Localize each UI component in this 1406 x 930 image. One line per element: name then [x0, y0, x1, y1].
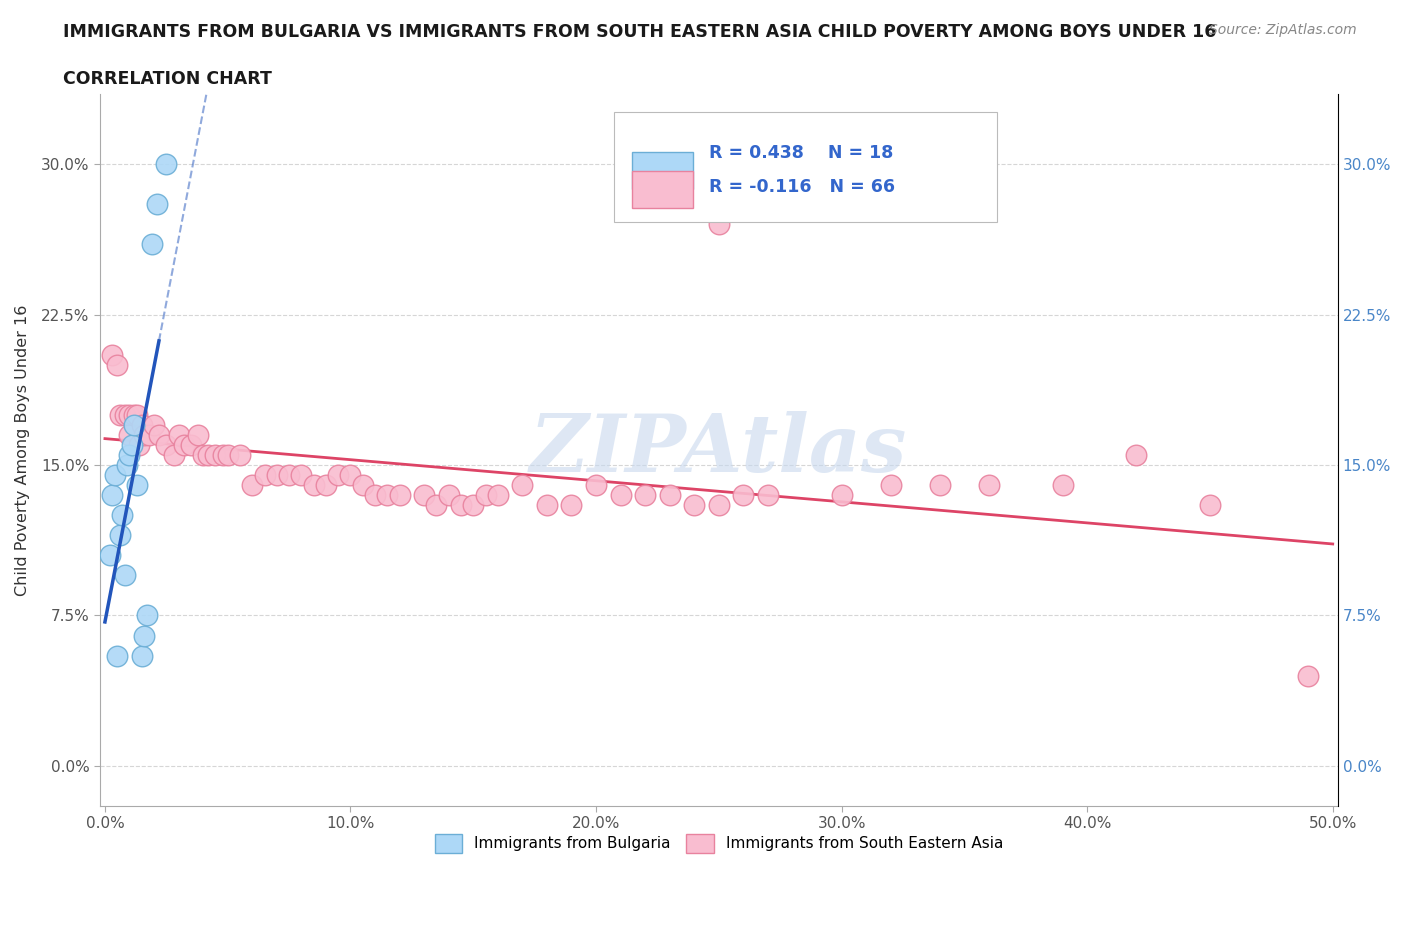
Point: [658, 487, 681, 502]
Text: ZIPAtlas: ZIPAtlas: [530, 411, 907, 489]
Point: [352, 478, 374, 493]
Point: [977, 478, 1000, 493]
Point: [486, 487, 509, 502]
Point: [114, 568, 136, 583]
Point: [1199, 498, 1222, 512]
Point: [928, 478, 950, 493]
Point: [108, 407, 131, 422]
Point: [831, 487, 853, 502]
Point: [118, 407, 141, 422]
FancyBboxPatch shape: [633, 153, 693, 189]
Y-axis label: Child Poverty Among Boys Under 16: Child Poverty Among Boys Under 16: [15, 304, 30, 596]
Text: R = -0.116   N = 66: R = -0.116 N = 66: [709, 179, 896, 196]
Point: [733, 487, 755, 502]
Point: [278, 468, 301, 483]
Point: [474, 487, 496, 502]
Point: [266, 468, 288, 483]
Point: [135, 608, 157, 623]
Point: [253, 468, 276, 483]
Point: [118, 428, 141, 443]
Point: [105, 357, 128, 372]
FancyBboxPatch shape: [613, 112, 997, 222]
Point: [128, 437, 150, 452]
Point: [187, 428, 209, 443]
Point: [240, 478, 263, 493]
Text: CORRELATION CHART: CORRELATION CHART: [63, 70, 273, 87]
Point: [134, 628, 156, 643]
Point: [707, 498, 730, 512]
Point: [163, 447, 186, 462]
Point: [134, 428, 156, 443]
Point: [388, 487, 411, 502]
Point: [104, 468, 127, 483]
Point: [148, 428, 170, 443]
Point: [155, 437, 177, 452]
Point: [756, 487, 779, 502]
Legend: Immigrants from Bulgaria, Immigrants from South Eastern Asia: Immigrants from Bulgaria, Immigrants fro…: [429, 828, 1010, 858]
Point: [211, 447, 233, 462]
Point: [124, 407, 146, 422]
Point: [111, 508, 134, 523]
Point: [585, 478, 607, 493]
Point: [413, 487, 436, 502]
Point: [167, 428, 190, 443]
Point: [101, 487, 124, 502]
Text: IMMIGRANTS FROM BULGARIA VS IMMIGRANTS FROM SOUTH EASTERN ASIA CHILD POVERTY AMO: IMMIGRANTS FROM BULGARIA VS IMMIGRANTS F…: [63, 23, 1216, 41]
Point: [131, 418, 153, 432]
Point: [437, 487, 460, 502]
Point: [328, 468, 350, 483]
Point: [339, 468, 361, 483]
Point: [1296, 668, 1319, 683]
Point: [155, 157, 177, 172]
Point: [121, 437, 143, 452]
Point: [536, 498, 558, 512]
Point: [204, 447, 226, 462]
Point: [302, 478, 325, 493]
Point: [101, 347, 124, 362]
Point: [191, 447, 214, 462]
Text: R = 0.438    N = 18: R = 0.438 N = 18: [709, 144, 893, 162]
Point: [364, 487, 387, 502]
Point: [145, 197, 167, 212]
Point: [425, 498, 447, 512]
Point: [98, 548, 121, 563]
Point: [634, 487, 657, 502]
Point: [125, 407, 148, 422]
Point: [560, 498, 582, 512]
Point: [1125, 447, 1147, 462]
Point: [118, 447, 141, 462]
Point: [463, 498, 485, 512]
Point: [131, 648, 153, 663]
Point: [114, 407, 136, 422]
Point: [124, 418, 146, 432]
Point: [197, 447, 219, 462]
Point: [707, 217, 730, 232]
Point: [290, 468, 312, 483]
Point: [141, 237, 163, 252]
Point: [609, 487, 631, 502]
FancyBboxPatch shape: [633, 171, 693, 208]
Point: [138, 428, 160, 443]
Point: [1052, 478, 1074, 493]
Text: Source: ZipAtlas.com: Source: ZipAtlas.com: [1209, 23, 1357, 37]
Point: [143, 418, 166, 432]
Point: [180, 437, 202, 452]
Point: [125, 478, 148, 493]
Point: [115, 458, 138, 472]
Point: [683, 498, 706, 512]
Point: [375, 487, 398, 502]
Point: [217, 447, 239, 462]
Point: [173, 437, 195, 452]
Point: [880, 478, 903, 493]
Point: [229, 447, 252, 462]
Point: [105, 648, 128, 663]
Point: [108, 528, 131, 543]
Point: [315, 478, 337, 493]
Point: [450, 498, 472, 512]
Point: [512, 478, 534, 493]
